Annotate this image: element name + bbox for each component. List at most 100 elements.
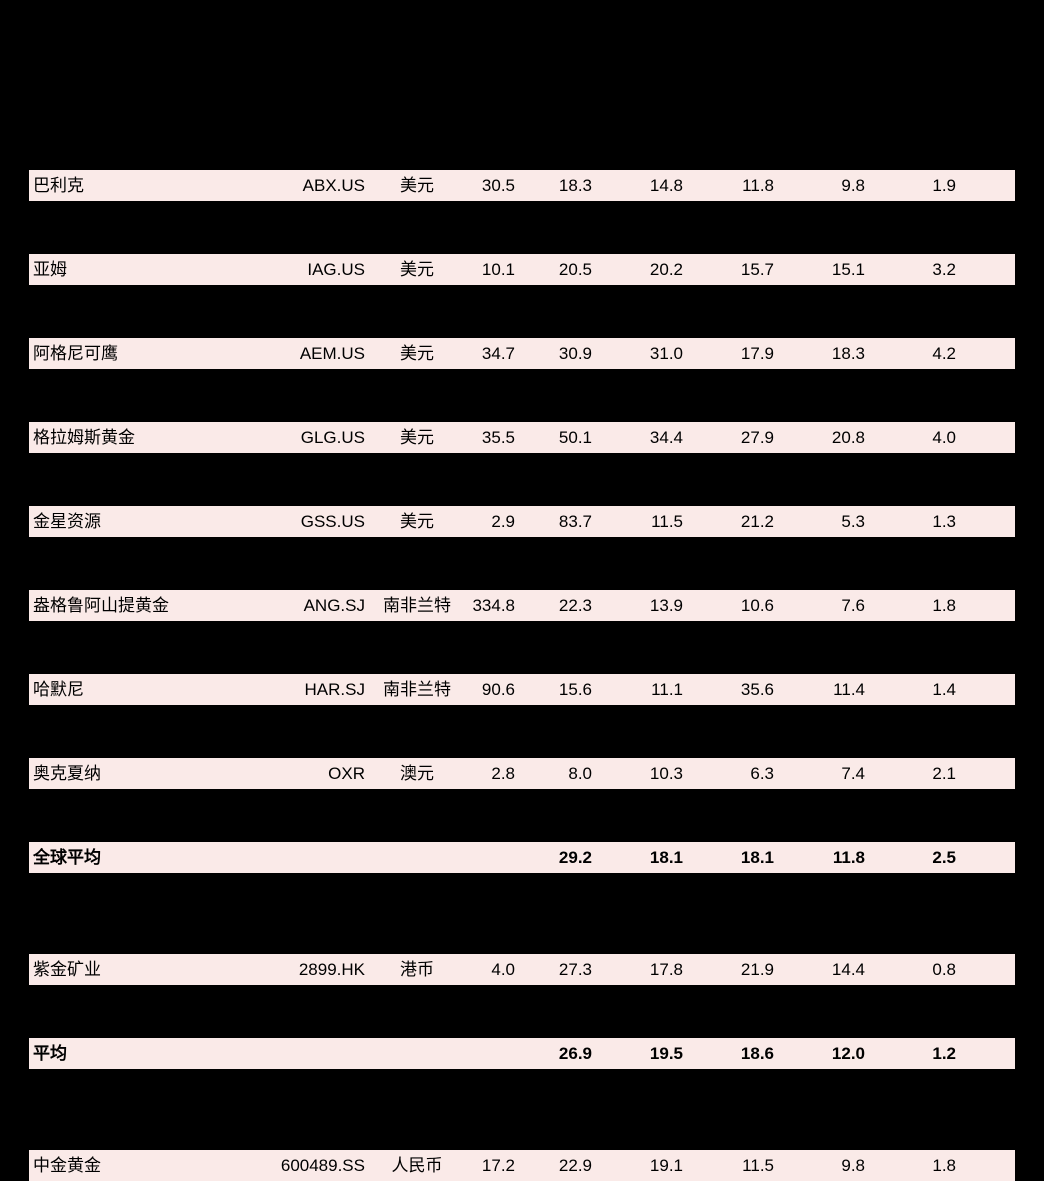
cell-metric-4: 4.2	[932, 344, 956, 363]
cell-metric-3: 18.3	[831, 344, 865, 363]
cell-company-name: 盎格鲁阿山提黄金	[33, 596, 169, 615]
cell-metric-3: 12.0	[831, 1044, 865, 1063]
cell-company-name: 奥克夏纳	[33, 764, 101, 783]
cell-metric-3: 20.8	[831, 428, 865, 447]
cell-metric-3: 11.8	[832, 848, 865, 867]
cell-metric-1: 34.4	[649, 428, 683, 447]
cell-price: 34.7	[481, 344, 515, 363]
cell-ticker	[185, 842, 365, 873]
cell-metric-0: 30.9	[558, 344, 592, 363]
cell-currency: 美元	[400, 176, 434, 195]
cell-metric-3: 7.6	[841, 596, 865, 615]
cell-metric-3: 9.8	[841, 1156, 865, 1175]
cell-metric-1: 19.1	[649, 1156, 683, 1175]
cell-metric-1: 31.0	[649, 344, 683, 363]
cell-metric-1: 19.5	[649, 1044, 683, 1063]
comparables-table: 巴利克 ABX.US 美元 30.5 18.3 14.8 11.8 9.8 1.9 亚姆 IAG.U…	[29, 170, 1015, 1181]
cell-company-name: 巴利克	[33, 176, 84, 195]
cell-metric-4: 2.1	[932, 764, 956, 783]
table-row: 哈默尼 HAR.SJ 南非兰特 90.6 15.6 11.1 35.6 11.4 1.4	[29, 674, 1015, 705]
cell-company-name: 中金黄金	[33, 1156, 101, 1175]
cell-price	[449, 1038, 515, 1069]
cell-metric-4: 1.8	[932, 596, 956, 615]
cell-ticker: 600489.SS	[280, 1156, 365, 1175]
table-row: 巴利克 ABX.US 美元 30.5 18.3 14.8 11.8 9.8 1.9	[29, 170, 1015, 201]
table-row: 亚姆 IAG.US 美元 10.1 20.5 20.2 15.7 15.1 3.2	[29, 254, 1015, 285]
cell-price	[449, 842, 515, 873]
cell-metric-0: 8.0	[568, 764, 592, 783]
cell-currency: 美元	[400, 512, 434, 531]
cell-metric-4: 2.5	[932, 848, 956, 867]
cell-metric-3: 9.8	[841, 176, 865, 195]
cell-price: 2.9	[491, 512, 515, 531]
table-row: 中金黄金 600489.SS 人民币 17.2 22.9 19.1 11.5 9.8 1.8	[29, 1150, 1015, 1181]
cell-company-name: 格拉姆斯黄金	[33, 428, 135, 447]
cell-metric-4: 1.2	[932, 1044, 956, 1063]
cell-metric-4: 1.4	[932, 680, 956, 699]
cell-ticker: AEM.US	[299, 344, 365, 363]
cell-metric-1: 13.9	[649, 596, 683, 615]
cell-ticker: OXR	[328, 764, 365, 783]
cell-company-name: 阿格尼可鹰	[33, 344, 118, 363]
cell-metric-2: 35.6	[740, 680, 774, 699]
cell-price: 35.5	[481, 428, 515, 447]
cell-company-name: 金星资源	[33, 512, 101, 531]
cell-ticker: ANG.SJ	[303, 596, 365, 615]
cell-metric-2: 10.6	[740, 596, 774, 615]
cell-currency: 澳元	[400, 764, 434, 783]
cell-metric-2: 27.9	[740, 428, 774, 447]
cell-metric-4: 4.0	[932, 428, 956, 447]
cell-currency: 南非兰特	[383, 680, 451, 699]
cell-metric-3: 11.4	[833, 680, 865, 699]
cell-price: 90.6	[481, 680, 515, 699]
table-row-average: 平均 26.9 19.5 18.6 12.0 1.2	[29, 1038, 1015, 1069]
cell-metric-1: 18.1	[649, 848, 683, 867]
cell-ticker: HAR.SJ	[304, 680, 365, 699]
cell-metric-0: 15.6	[558, 680, 592, 699]
cell-metric-0: 50.1	[558, 428, 592, 447]
cell-ticker: GLG.US	[300, 428, 365, 447]
cell-metric-2: 21.2	[740, 512, 774, 531]
cell-metric-1: 10.3	[649, 764, 683, 783]
table-row: 金星资源 GSS.US 美元 2.9 83.7 11.5 21.2 5.3 1.3	[29, 506, 1015, 537]
cell-metric-2: 18.6	[740, 1044, 774, 1063]
cell-price: 334.8	[472, 596, 515, 615]
cell-currency: 美元	[400, 344, 434, 363]
screenshot-root: 巴利克 ABX.US 美元 30.5 18.3 14.8 11.8 9.8 1.9 亚姆 IAG.U…	[29, 170, 1015, 1181]
cell-metric-4: 1.3	[932, 512, 956, 531]
cell-company-name: 平均	[33, 1044, 67, 1063]
cell-price: 30.5	[481, 176, 515, 195]
cell-metric-2: 17.9	[740, 344, 774, 363]
table-row-average: 全球平均 29.2 18.1 18.1 11.8 2.5	[29, 842, 1015, 873]
cell-metric-4: 1.9	[932, 176, 956, 195]
cell-metric-1: 11.1	[651, 680, 683, 699]
table-row: 阿格尼可鹰 AEM.US 美元 34.7 30.9 31.0 17.9 18.3 4.2	[29, 338, 1015, 369]
cell-price: 10.1	[481, 260, 515, 279]
cell-metric-4: 3.2	[932, 260, 956, 279]
cell-metric-0: 26.9	[558, 1044, 592, 1063]
cell-metric-1: 14.8	[649, 176, 683, 195]
cell-metric-3: 5.3	[841, 512, 865, 531]
cell-metric-2: 11.8	[742, 176, 774, 195]
cell-metric-0: 29.2	[558, 848, 592, 867]
cell-metric-0: 20.5	[558, 260, 592, 279]
cell-metric-0: 22.9	[558, 1156, 592, 1175]
cell-price: 17.2	[481, 1156, 515, 1175]
cell-metric-2: 11.5	[742, 1156, 774, 1175]
cell-ticker	[185, 1038, 365, 1069]
cell-price: 2.8	[491, 764, 515, 783]
cell-ticker: IAG.US	[307, 260, 365, 279]
cell-metric-0: 83.7	[558, 512, 592, 531]
cell-metric-3: 15.1	[831, 260, 865, 279]
cell-currency: 美元	[400, 260, 434, 279]
table-row: 奥克夏纳 OXR 澳元 2.8 8.0 10.3 6.3 7.4 2.1	[29, 758, 1015, 789]
cell-company-name: 亚姆	[33, 260, 67, 279]
cell-metric-2: 6.3	[750, 764, 774, 783]
cell-metric-0: 18.3	[558, 176, 592, 195]
cell-ticker: GSS.US	[300, 512, 365, 531]
cell-metric-1: 11.5	[651, 512, 683, 531]
cell-company-name: 全球平均	[33, 848, 101, 867]
table-row: 格拉姆斯黄金 GLG.US 美元 35.5 50.1 34.4 27.9 20.8 4.0	[29, 422, 1015, 453]
cell-metric-1: 20.2	[649, 260, 683, 279]
cell-metric-2: 15.7	[740, 260, 774, 279]
